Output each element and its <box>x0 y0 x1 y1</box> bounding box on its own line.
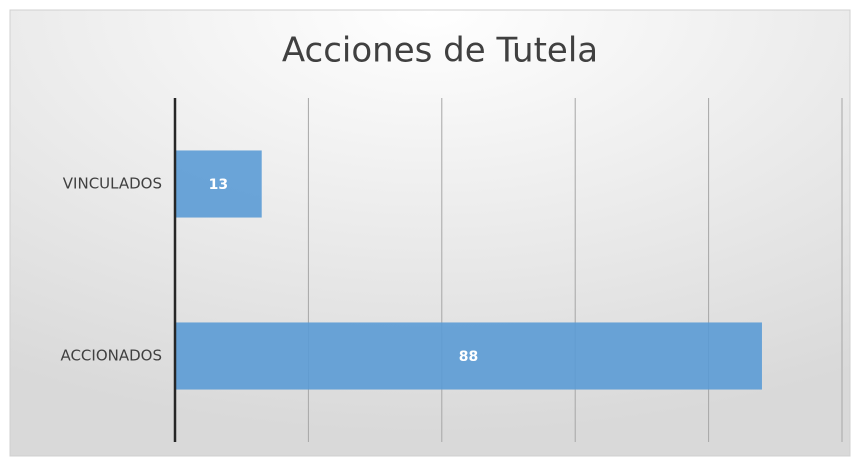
y-tick-label: VINCULADOS <box>63 175 162 193</box>
data-label: 13 <box>209 177 228 193</box>
bar <box>175 322 762 390</box>
y-tick-label: ACCIONADOS <box>60 347 162 365</box>
data-label: 88 <box>459 349 478 365</box>
chart-title: Acciones de Tutela <box>282 31 598 71</box>
bar <box>175 150 262 218</box>
